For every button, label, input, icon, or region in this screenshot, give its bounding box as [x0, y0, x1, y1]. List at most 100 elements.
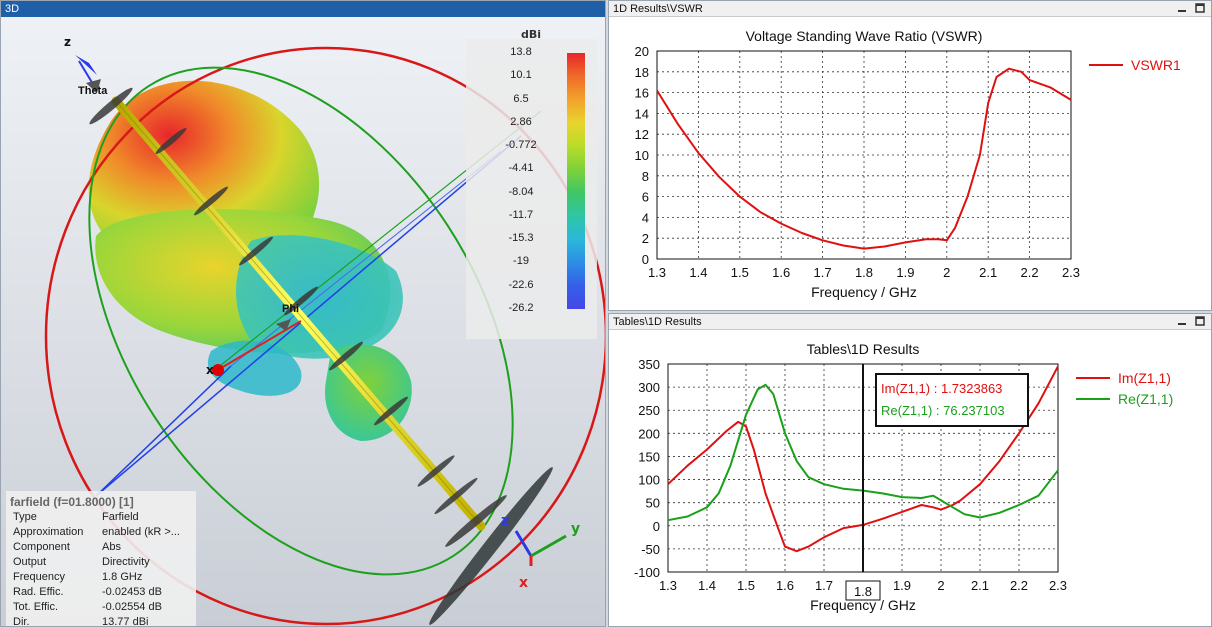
- colorbar-tick-label: -26.2: [508, 302, 534, 314]
- x-tick-label: 1.8: [855, 265, 873, 280]
- info-key: Output: [13, 556, 47, 568]
- info-row: Approximation enabled (kR >...: [6, 526, 196, 541]
- x-tick-label: 2: [943, 265, 950, 280]
- vswr-panel[interactable]: 1D Results\VSWR Voltage Standing Wave Ra…: [608, 0, 1212, 311]
- info-row: Component Abs: [6, 541, 196, 556]
- y-tick-label: 300: [638, 380, 660, 395]
- legend-label: Im(Z1,1): [1118, 370, 1171, 386]
- info-key: Approximation: [13, 526, 84, 538]
- x-tick-label: 2.1: [971, 578, 989, 593]
- y-tick-label: 8: [642, 169, 649, 184]
- colorbar-tick-label: -4.41: [508, 162, 534, 175]
- colorbar-gradient: [567, 53, 585, 309]
- minimize-button[interactable]: [1175, 2, 1189, 15]
- x-tick-label: 1.7: [814, 265, 832, 280]
- chart-title: Voltage Standing Wave Ratio (VSWR): [746, 28, 983, 44]
- info-row: Dir. 13.77 dBi: [6, 616, 196, 627]
- y-tick-label: 4: [642, 210, 649, 225]
- series-line: [667, 365, 1059, 553]
- x-tick-label: 1.4: [689, 265, 707, 280]
- maximize-button[interactable]: [1193, 315, 1207, 328]
- colorbar-tick-label: 13.8: [510, 46, 532, 58]
- info-value: -0.02453 dB: [102, 586, 162, 598]
- y-tick-label: 2: [642, 231, 649, 246]
- theta-label: Theta: [78, 85, 108, 97]
- info-row: Rad. Effic. -0.02453 dB: [6, 586, 196, 601]
- x-tick-label: 1.5: [737, 578, 755, 593]
- x-tick-label: 1.7: [815, 578, 833, 593]
- y-tick-label: 18: [635, 65, 649, 80]
- colorbar-tick-label: 2.86: [510, 115, 532, 128]
- info-key: Tot. Effic.: [13, 601, 59, 613]
- farfield-3d-panel[interactable]: 3D: [0, 0, 606, 627]
- colorbar-tick-label: 10.1: [510, 69, 532, 82]
- tables-panel[interactable]: Tables\1D Results Tables\1D Results 1.3 1.…: [608, 313, 1212, 627]
- panel-title-tables: Tables\1D Results: [609, 314, 1211, 330]
- colorbar-tick-label: -19: [513, 255, 529, 268]
- y-tick-label: 250: [638, 403, 660, 418]
- info-row: Output Directivity: [6, 556, 196, 571]
- y-tick-label: 20: [635, 44, 649, 59]
- info-key: Frequency: [13, 571, 65, 583]
- x-tick-label: 2.2: [1021, 265, 1039, 280]
- y-tick-label: 150: [638, 449, 660, 464]
- annotation-text: Im(Z1,1) : 1.7323863: [881, 381, 1002, 396]
- info-value: 1.8 GHz: [102, 571, 143, 583]
- info-key: Dir.: [13, 616, 30, 627]
- colorbar-tick-label: -11.7: [508, 208, 534, 221]
- vswr-chart[interactable]: Voltage Standing Wave Ratio (VSWR) 1.3 1.4…: [609, 17, 1211, 311]
- info-key: Component: [13, 541, 70, 553]
- x-tick-label: 1.9: [896, 265, 914, 280]
- y-tick-label: 50: [646, 496, 660, 511]
- info-value: Abs: [102, 541, 121, 553]
- farfield-info-box: farfield (f=01.8000) [1] Type Farfield App…: [6, 491, 196, 627]
- x-tick-label: 2.1: [979, 265, 997, 280]
- x-tick-label: 1.6: [772, 265, 790, 280]
- colorbar-tick-label: -15.3: [508, 232, 534, 245]
- triad-y-label: y: [571, 521, 581, 537]
- info-row: Frequency 1.8 GHz: [6, 571, 196, 586]
- minimize-button[interactable]: [1175, 315, 1189, 328]
- series-line: [656, 67, 1072, 250]
- info-row: Type Farfield: [6, 511, 196, 526]
- y-tick-label: 6: [642, 190, 649, 205]
- x-tick-label: 1.3: [648, 265, 666, 280]
- farfield-3d-viewport[interactable]: z Theta Phi x z y x dBi 13.8 10.1 6.5 2.86 -…: [1, 17, 605, 626]
- triad-z-label: z: [501, 513, 510, 529]
- x-tick-label: 1.5: [731, 265, 749, 280]
- colorbar-tick-label: -0.772: [505, 139, 537, 152]
- z-axis-label: z: [64, 35, 71, 49]
- farfield-info-title: farfield (f=01.8000) [1]: [10, 495, 134, 509]
- info-row: Tot. Effic. -0.02554 dB: [6, 601, 196, 616]
- y-tick-label: 0: [653, 519, 660, 534]
- y-tick-label: 14: [635, 106, 649, 121]
- legend-label: VSWR1: [1131, 57, 1181, 73]
- impedance-chart[interactable]: Tables\1D Results 1.3 1.4 1.5 1.6 1.7 1.8 1.9 2 2…: [609, 330, 1211, 627]
- marker-label: 1.8: [854, 584, 872, 599]
- plot-frame: [656, 50, 1072, 260]
- x-tick-label: 1.6: [776, 578, 794, 593]
- marker-label-box: [845, 580, 881, 601]
- x-tick-label: 1.9: [893, 578, 911, 593]
- y-tick-label: 100: [638, 473, 660, 488]
- colorbar-tick-label: -22.6: [508, 278, 534, 291]
- info-value: Directivity: [102, 556, 150, 568]
- y-tick-label: 200: [638, 426, 660, 441]
- x-tick-label: 2.3: [1062, 265, 1080, 280]
- y-tick-label: 0: [642, 252, 649, 267]
- y-tick-label: -50: [641, 542, 660, 557]
- chart-title: Tables\1D Results: [807, 341, 920, 357]
- y-tick-label: 10: [635, 148, 649, 163]
- farfield-scene: [44, 46, 605, 626]
- x-axis-label: x: [206, 363, 214, 377]
- annotation-box: [875, 373, 1029, 427]
- info-value: 13.77 dBi: [102, 616, 149, 627]
- maximize-button[interactable]: [1193, 2, 1207, 15]
- x-tick-label: 2: [937, 578, 944, 593]
- colorbar-unit: dBi: [521, 28, 542, 41]
- info-key: Rad. Effic.: [13, 586, 64, 598]
- info-value: enabled (kR >...: [102, 526, 180, 538]
- y-tick-label: 16: [635, 86, 649, 101]
- phi-label: Phi: [282, 303, 300, 315]
- panel-title-3d: 3D: [1, 1, 605, 17]
